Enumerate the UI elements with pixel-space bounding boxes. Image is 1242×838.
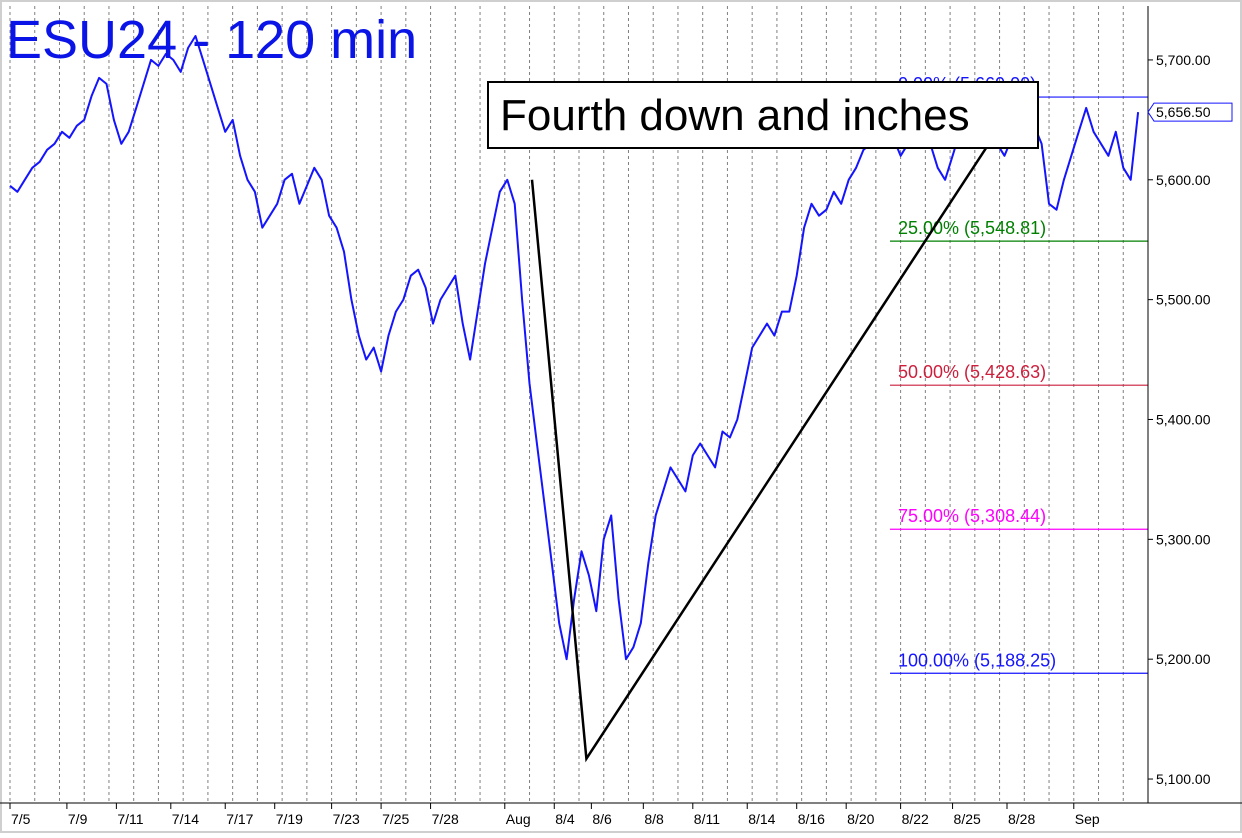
x-tick-label: 8/14 — [748, 811, 775, 827]
x-tick-label: 8/28 — [1008, 811, 1035, 827]
x-tick-label: 7/14 — [172, 811, 199, 827]
y-tick-label: 5,300.00 — [1156, 531, 1211, 547]
annotation-box: Fourth down and inches — [487, 81, 1039, 149]
fib-level-label: 50.00% (5,428.63) — [898, 362, 1046, 382]
axes — [0, 6, 1242, 804]
y-tick-label: 5,500.00 — [1156, 292, 1211, 308]
x-tick-label: 7/25 — [382, 811, 409, 827]
y-tick-label: 5,200.00 — [1156, 651, 1211, 667]
x-tick-label: 8/11 — [694, 811, 720, 827]
price-line — [9, 35, 1140, 661]
x-tick-label: 8/16 — [798, 811, 825, 827]
x-tick-label: 7/5 — [11, 811, 31, 827]
x-tick-label: 7/11 — [117, 811, 143, 827]
x-tick-label: 7/9 — [68, 811, 88, 827]
trendline — [530, 96, 1021, 763]
y-axis-ticks: 5,100.00 5,200.00 5,300.00 5,400.00 5,500.00… — [1148, 52, 1211, 787]
last-price-marker: 5,656.50 — [1147, 102, 1233, 122]
x-tick-label: 8/8 — [644, 811, 664, 827]
fib-level-label: 100.00% (5,188.25) — [898, 650, 1056, 670]
fib-level-label: 75.00% (5,308.44) — [898, 506, 1046, 526]
x-tick-label: 7/19 — [276, 811, 303, 827]
x-axis-ticks: 7/5 7/9 7/11 7/14 7/17 7/19 7/23 7/25 7/28 Aug 8/4… — [9, 803, 1100, 827]
x-tick-label: 8/20 — [847, 811, 874, 827]
x-tick-label: 8/6 — [592, 811, 612, 827]
x-tick-label: 8/4 — [555, 811, 575, 827]
x-tick-label: Aug — [506, 811, 531, 827]
last-price-box — [1147, 102, 1233, 122]
price-series — [9, 35, 1140, 661]
y-tick-label: 5,700.00 — [1156, 52, 1211, 68]
fib-level-label: 25.00% (5,548.81) — [898, 218, 1046, 238]
x-tick-label: Sep — [1075, 811, 1100, 827]
x-tick-label: 7/23 — [333, 811, 360, 827]
annotation-frame — [487, 81, 1039, 149]
y-tick-label: 5,600.00 — [1156, 172, 1211, 188]
x-tick-label: 8/25 — [954, 811, 981, 827]
annotation-text: Fourth down and inches — [500, 91, 970, 140]
y-tick-label: 5,100.00 — [1156, 771, 1211, 787]
trend-line — [530, 96, 1021, 763]
last-price-label: 5,656.50 — [1156, 104, 1211, 120]
x-tick-label: 7/28 — [432, 811, 459, 827]
x-tick-label: 7/17 — [226, 811, 253, 827]
chart-title: ESU24 - 120 min — [6, 10, 417, 70]
x-tick-label: 8/22 — [902, 811, 929, 827]
y-tick-label: 5,400.00 — [1156, 411, 1211, 427]
